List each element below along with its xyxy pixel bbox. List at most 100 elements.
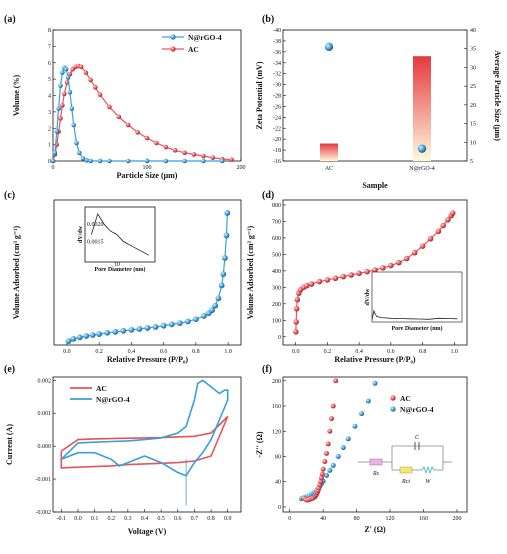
- panel-b-yright-tick-label: 30: [470, 65, 476, 71]
- panel-b-yleft-tick-label: -34: [273, 61, 281, 67]
- panel-c-point: [223, 232, 230, 239]
- panel-a-y-tick-label: 0: [48, 159, 51, 165]
- panel-d-inset-ylabel: dV/dw: [365, 288, 371, 306]
- panel-d-point: [403, 255, 410, 262]
- panel-c-point: [152, 324, 159, 330]
- panel-e-x-tick-label: 0.1: [91, 516, 99, 522]
- panel-d-y-tick-label: 200: [272, 302, 281, 308]
- panel-d-xlabel: Relative Pressure (P/P₀): [334, 355, 416, 364]
- panel-e-line-ac: [60, 415, 229, 469]
- panel-e-frame: [52, 376, 242, 513]
- panel-b-yleft-tick-label: -36: [273, 50, 281, 56]
- panel-e-legend-ac: AC: [96, 384, 107, 393]
- panel-c-point: [192, 316, 199, 323]
- panel-d-y-tick-label: 300: [272, 285, 281, 291]
- panel-c-inset-xtick-label: 10: [114, 262, 120, 268]
- panel-b-bar-zeta: [320, 143, 338, 161]
- panel-a-frame: [52, 29, 242, 162]
- panel-a-point-nrgo: [107, 158, 112, 164]
- panel-a-point-nrgo: [144, 158, 150, 164]
- panel-a-point-nrgo: [125, 158, 131, 164]
- panel-c-point: [65, 338, 72, 345]
- panel-a-point-ac: [135, 130, 140, 135]
- panel-b-yleft-tick-label: -30: [273, 83, 281, 89]
- panel-d-point: [445, 216, 451, 223]
- panel-f-point-ac: [325, 441, 331, 447]
- panel-c-point: [176, 320, 183, 326]
- panel-a-point-ac: [60, 103, 65, 108]
- panel-c-x-tick-label: 0.0: [63, 349, 71, 355]
- panel-c-x-tick-label: 0.2: [95, 349, 103, 355]
- panel-d-frame: [282, 199, 468, 346]
- panel-f-point-ac: [318, 479, 324, 485]
- panel-e-x-tick-label: 0.4: [141, 516, 149, 522]
- panel-a-point-ac: [93, 85, 98, 90]
- panel-d-point: [411, 249, 418, 256]
- panel-f-point-nrgo: [335, 453, 341, 459]
- panel-f-y-tick-label: 0: [278, 505, 281, 511]
- panel-d-x-tick-label: 0.2: [324, 349, 332, 355]
- panel-a-point-nrgo: [63, 67, 69, 72]
- panel-d-point: [435, 228, 442, 235]
- panel-d-point: [419, 243, 426, 249]
- panel-d-point: [293, 319, 299, 325]
- panel-f-point-ac: [327, 428, 333, 434]
- panel-a-x-tick-label: 200: [237, 165, 246, 171]
- panel-a-y-tick-label: 5: [48, 77, 51, 83]
- panel-f-y-tick-label: 40: [275, 480, 281, 486]
- panel-c-label: (c): [4, 190, 15, 201]
- panel-b-yleft-tick-label: -40: [273, 28, 281, 34]
- panel-f-point-ac: [329, 416, 335, 422]
- panel-c-point: [96, 331, 103, 337]
- panel-a-point-ac: [116, 114, 122, 120]
- panel-e-x-tick-label: -0.1: [57, 516, 67, 522]
- panel-b-yright-tick-label: 20: [470, 103, 476, 109]
- panel-b-yright-tick-label: 5: [470, 159, 473, 165]
- panel-a-point-nrgo: [182, 158, 187, 164]
- panel-c-point: [220, 271, 227, 278]
- panel-a-y-tick-label: 7: [48, 44, 51, 50]
- panel-a-point-ac: [172, 148, 178, 153]
- panel-d-y-tick-label: 800: [272, 203, 281, 209]
- panel-e-xlabel: Voltage (V): [128, 527, 167, 536]
- panel-d-y-tick-label: 0: [278, 335, 281, 341]
- panel-b-ylabel2: Average Particle Size (μm): [493, 50, 502, 141]
- panel-a-point-nrgo: [58, 83, 63, 88]
- panel-a-point-nrgo: [219, 158, 225, 164]
- panel-a-ylabel: Volume (%): [12, 75, 21, 117]
- panel-a-point-nrgo: [97, 158, 103, 164]
- panel-a-point-nrgo: [88, 158, 93, 164]
- panel-e-y-tick-label: -0.001: [36, 477, 52, 483]
- panel-c-point: [128, 326, 135, 333]
- panel-f-x-tick-label: 200: [452, 516, 461, 522]
- panel-c-point: [112, 328, 119, 335]
- panel-f-point-ac: [323, 450, 329, 456]
- panel-e-y-tick-label: 0.002: [38, 378, 52, 384]
- circuit-label-c: C: [415, 435, 420, 441]
- panel-c-point: [160, 322, 167, 329]
- panel-c-point: [136, 325, 143, 332]
- panel-d-label: (d): [262, 190, 274, 201]
- panel-d-y-tick-label: 100: [272, 318, 281, 324]
- panel-d-point: [308, 281, 315, 287]
- panel-f-point-ac: [318, 475, 324, 481]
- panel-a-point-nrgo: [52, 150, 58, 156]
- panel-a-point-ac: [83, 70, 89, 75]
- panel-c-point: [209, 307, 215, 314]
- panel-d-point: [449, 210, 456, 216]
- panel-f-y-tick-label: 80: [275, 454, 281, 460]
- panel-a-point-ac: [58, 116, 63, 121]
- panel-c-point: [120, 327, 127, 334]
- panel-b-yleft-tick-label: -32: [273, 72, 281, 78]
- panel-f-xlabel: Z' (Ω): [364, 525, 386, 534]
- panel-a-point-nrgo: [67, 89, 73, 95]
- panel-c-frame: [53, 199, 242, 346]
- panel-e-x-tick-label: 0.7: [191, 516, 199, 522]
- panel-d-point: [372, 267, 378, 273]
- panel-c-point: [201, 313, 207, 319]
- panel-d-point: [324, 277, 331, 283]
- panel-a-y-tick-label: 4: [48, 94, 51, 100]
- panel-b-xlabel: Sample: [362, 181, 388, 190]
- panel-d-point: [340, 273, 347, 280]
